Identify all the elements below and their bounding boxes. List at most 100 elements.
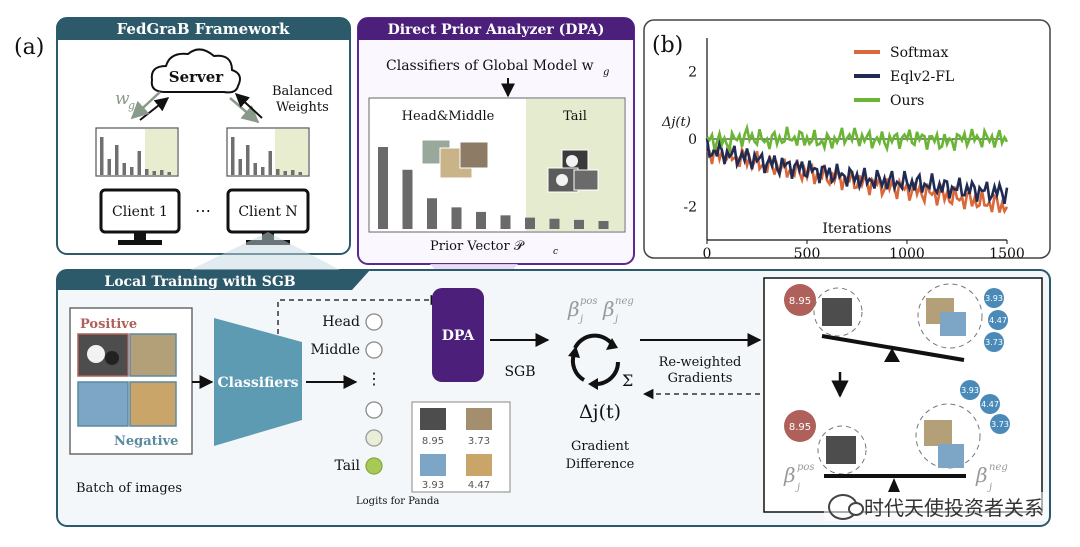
cycle-icon [568,333,620,390]
sgb-label: SGB [504,364,535,380]
bottom-right-value-1: 3.93 [961,386,979,395]
top-left-value: 8.95 [789,296,811,307]
client1-label: Client 1 [112,204,168,220]
server-cloud: Server [150,48,241,94]
local-training-panel: Local Training with SGB Positive Negativ… [56,232,1051,527]
head-label: Head [322,314,360,330]
histogram-bar [122,163,126,175]
upload-arrow-2 [234,93,263,119]
x-tick-label: 1000 [889,246,925,262]
histogram-bar [276,169,280,175]
gradient-label: Gradient [571,439,630,454]
histogram-bar [167,172,171,175]
histogram-bar [115,145,119,175]
dpa-block-label: DPA [442,328,476,344]
x-tick-label: 500 [794,246,821,262]
histogram-bar [130,167,134,175]
delta-label: Δj(t) [579,401,621,423]
histogram-bar [107,159,111,175]
beta-neg-sup: neg [615,296,634,307]
bottom-beta-neg-sup: neg [989,462,1008,473]
logit-1: 8.95 [422,436,444,447]
prior-bar [427,198,437,229]
bottom-beta-pos-sup: pos [797,462,815,473]
positive-label: Positive [80,317,137,332]
client1-histogram [95,127,179,177]
bottom-beta-neg: β [975,463,988,487]
dpa-block [432,288,484,382]
zoom-cone [190,232,340,270]
bottom-left-value: 8.95 [789,422,811,433]
delta-chart: 0 500 1000 1500 2 0 -2 Δj(t) Iterations Softmax Eq… [661,38,1025,262]
watermark: 时代天使投资者关系 [824,492,1048,521]
bottom-right-value-3: 3.73 [991,420,1009,429]
difference-label: Difference [566,457,635,472]
histogram-bar [160,170,164,175]
series-line-eqlv2-fl [705,137,1009,205]
clientN-histogram [226,127,310,177]
histogram-bar [261,167,265,175]
prior-vector-bars [378,147,609,229]
tail-photos [547,149,599,193]
middle-label: Middle [311,342,361,358]
download-arrow-2 [229,97,260,124]
tail-label: Tail [563,109,587,124]
histogram-bar [246,145,250,175]
prior-vector-sub: c [553,247,558,257]
dpa-classifiers-sub: g [603,67,609,78]
bottom-right-value-2: 4.47 [981,400,999,409]
top-right-value-3: 3.73 [985,338,1003,347]
legend-label: Ours [890,93,924,109]
legend-label: Softmax [890,45,948,61]
clients-ellipsis: ⋯ [195,201,211,220]
head-photos [421,139,489,179]
tilted-beam [821,334,965,362]
client1-monitor: Client 1 [99,188,181,245]
prior-bar [451,207,462,229]
logits-label: Logits for Panda [356,496,439,507]
beta-pos: β [567,297,580,321]
reweighted-label-1: Re-weighted [659,355,742,370]
wg-subscript: g [128,99,135,112]
class-circles: Head Middle ⋮ Tail [311,313,383,475]
wg-label: w [115,89,130,109]
logit-2: 3.73 [468,436,490,447]
wechat-icon [828,493,864,520]
dashed-to-dpa [277,294,442,334]
prior-bar [402,169,413,229]
y-tick-label: 0 [688,132,697,148]
class-vdots: ⋮ [366,369,382,388]
clientN-label: Client N [238,204,297,220]
histogram-bar [268,151,272,175]
y-tick-label: 2 [688,65,697,81]
y-tick-label: -2 [683,199,697,215]
series-line-softmax [706,144,1009,215]
prior-bar [574,219,584,229]
sigma-label: Σ [622,371,633,390]
tail-class-label: Tail [334,458,360,474]
prior-bar [476,211,486,229]
download-arrow [130,91,161,120]
histogram-bar [253,163,257,175]
histogram-bar [100,137,104,175]
prior-bar [549,218,560,229]
head-middle-label: Head&Middle [402,109,495,124]
beta-pos-sup: pos [580,296,598,307]
classifier-block [214,318,302,446]
classifiers-label: Classifiers [218,375,299,391]
prior-bar [598,221,609,229]
prior-bar [525,217,535,229]
logits-box: 8.95 3.73 3.93 4.47 Logits for Panda [356,401,511,507]
batch-images: Positive Negative Batch of images [69,307,193,496]
histogram-bar [283,171,287,175]
local-training-title: Local Training with SGB [104,274,295,290]
histogram-bar [291,170,295,175]
legend-label: Eqlv2-FL [890,69,954,85]
panel-a-label: (a) [14,35,44,60]
top-right-value-1: 3.93 [985,294,1003,303]
x-tick-label: 1500 [989,246,1025,262]
balanced-label-1: Balanced [272,84,333,99]
dpa-classifiers-label: Classifiers of Global Model w [386,58,594,74]
